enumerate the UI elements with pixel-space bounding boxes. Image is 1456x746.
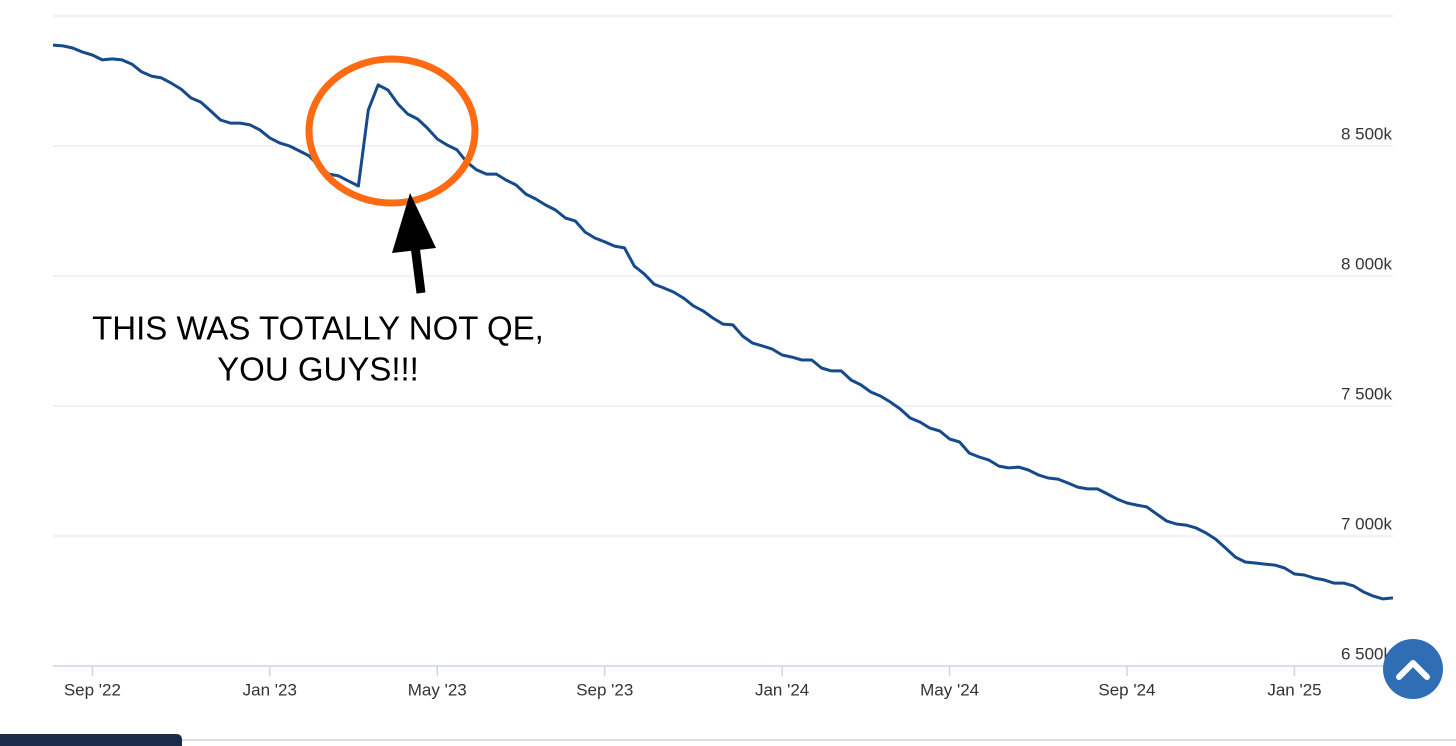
x-tick-label: May '23 [408, 680, 467, 699]
annotation-text: YOU GUYS!!! [217, 351, 419, 388]
scroll-top-circle[interactable] [1383, 639, 1443, 699]
y-tick-label: 8 000k [1341, 254, 1393, 273]
annotation-text: THIS WAS TOTALLY NOT QE, [92, 310, 544, 347]
data-line [52, 43, 1394, 601]
x-tick-label: Sep '22 [64, 680, 121, 699]
x-tick-label: Jan '24 [755, 680, 809, 699]
y-tick-label: 6 500k [1341, 644, 1393, 663]
x-tick-label: Sep '23 [576, 680, 633, 699]
scroll-top-icon [1396, 660, 1430, 680]
bottom-tab[interactable] [0, 734, 182, 746]
x-tick-label: Sep '24 [1098, 680, 1155, 699]
y-tick-label: 7 000k [1341, 514, 1393, 533]
y-tick-label: 7 500k [1341, 384, 1393, 403]
x-tick-label: May '24 [920, 680, 979, 699]
x-tick-label: Jan '23 [243, 680, 297, 699]
annotation-circle [305, 55, 479, 207]
annotation-arrow-head [392, 193, 436, 253]
x-tick-label: Jan '25 [1267, 680, 1321, 699]
scroll-top-button[interactable] [1383, 639, 1443, 699]
y-tick-label: 8 500k [1341, 124, 1393, 143]
